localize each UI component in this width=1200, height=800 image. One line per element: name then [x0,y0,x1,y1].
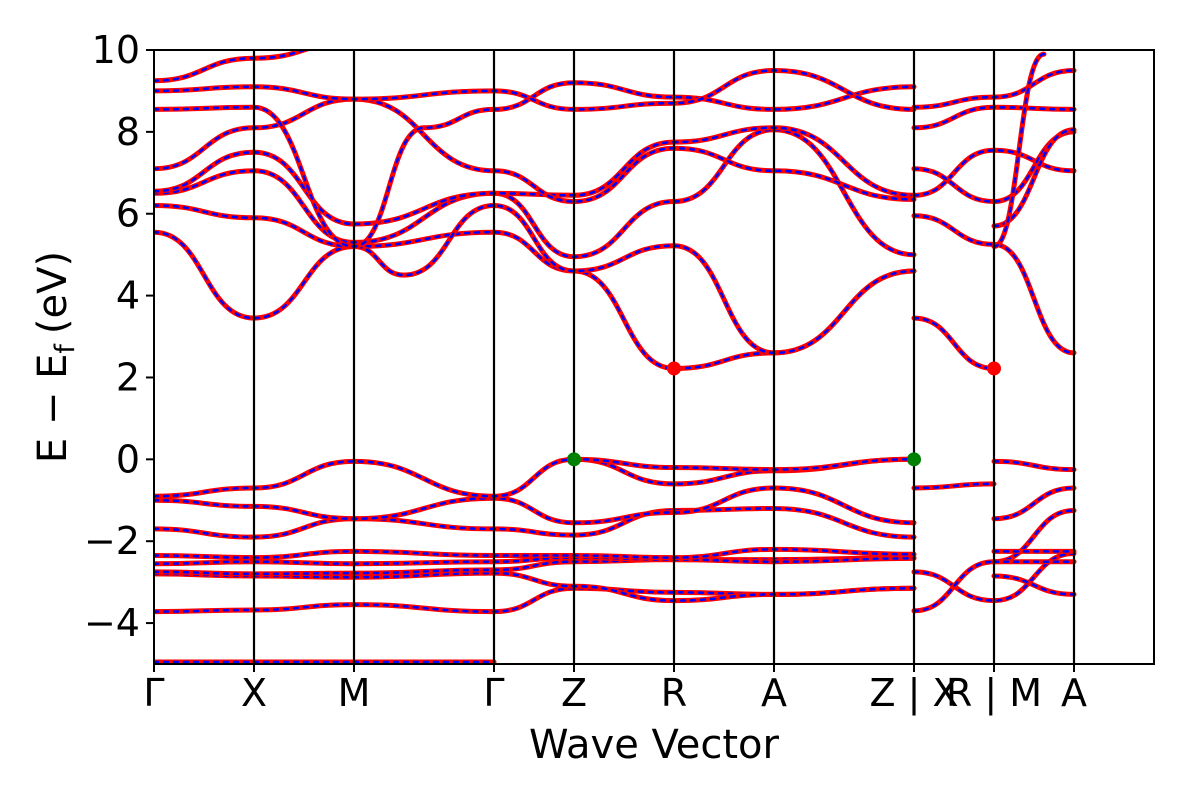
band-21-spin-down [154,126,916,226]
band-26 [911,315,997,371]
band-33 [991,51,1047,249]
band-2 [154,570,917,604]
x-tick-label-0: Γ [143,671,164,715]
band-21-spin-up [154,125,917,227]
band-17 [991,573,1077,597]
band-22-spin-down [154,97,916,203]
band-10-spin-down [912,482,996,490]
band-6-spin-down [154,507,916,539]
cbm-marker-1 [987,361,1001,376]
band-5 [154,546,917,561]
band-10 [911,481,997,491]
band-24-spin-down [154,69,916,111]
y-ticks: −4 −2 0 2 4 6 8 10 [84,28,154,645]
band-7-spin-up [154,485,917,526]
band-14 [991,485,1077,522]
x-ticks: Γ X M Γ Z R A Z | XR | M A [143,664,1087,716]
band-9-spin-down [572,458,916,471]
vbm-marker-1 [907,452,921,467]
kpoint-lines [252,50,1076,664]
band-14-spin-down [992,486,1076,520]
x-axis-label: Wave Vector [529,722,780,768]
y-tick-label-7: 10 [92,28,140,72]
x-tick-label-4: Z [561,671,587,715]
band-33-spin-down [992,52,1046,248]
y-tick-label-3: 2 [116,355,140,399]
y-axis-label: E − Ef (eV) [30,251,81,463]
plot-frame [153,49,1155,665]
band-32 [991,127,1077,229]
bands-layer [154,50,1077,664]
band-19 [154,203,917,356]
x-tick-label-9: A [1061,671,1087,715]
band-12-spin-down [912,509,1076,613]
extrema-markers [567,361,1001,467]
band-7 [154,485,917,526]
band-4-spin-down [154,556,916,565]
x-tick-label-5: R [661,671,687,715]
y-tick-label-6: 8 [116,110,140,154]
band-26-spin-down [912,316,996,370]
x-tick-label-3: Γ [483,671,504,715]
x-tick-label-7: Z | X [869,671,958,716]
vbm-marker-0 [567,452,581,467]
band-19-spin-down [154,204,916,355]
band-13 [991,458,1077,473]
band-3-spin-down [154,556,916,576]
band-13-spin-down [992,460,1076,471]
band-23 [154,80,917,249]
x-tick-label-1: X [241,671,267,715]
band-4 [154,555,917,567]
band-17-spin-down [992,574,1076,596]
band-23-spin-up [154,80,917,249]
x-tick-label-2: M [338,671,371,715]
x-tick-label-8: R | M [946,671,1042,716]
y-axis-label-unit: (eV) [30,251,76,334]
y-tick-label-4: 4 [116,274,140,318]
cbm-marker-0 [667,361,681,376]
y-axis-label-main: E − E [30,354,76,464]
band-24 [154,68,917,112]
band-20-spin-down [154,128,916,258]
x-tick-label-6: A [761,671,787,715]
band-21 [154,125,917,227]
y-tick-label-0: −4 [84,601,140,645]
y-tick-label-5: 6 [116,192,140,236]
band-22 [154,96,917,204]
band-32-spin-up [991,127,1077,229]
band-24-spin-up [154,68,917,112]
y-tick-label-1: −2 [84,519,140,563]
y-tick-label-2: 0 [116,437,140,481]
band-9 [571,456,917,473]
y-axis-label-subscript: f [50,343,81,354]
